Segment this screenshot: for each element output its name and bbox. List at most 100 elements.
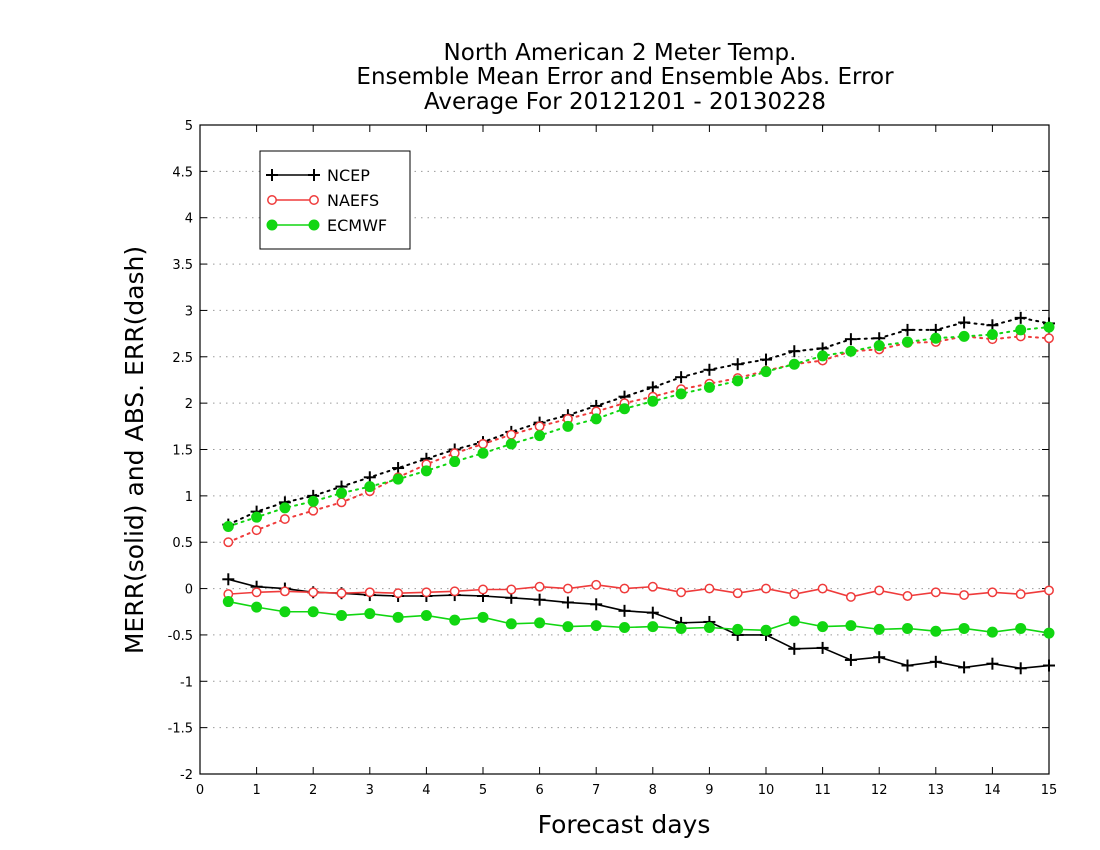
ncep-abs-err [222,311,1055,531]
naefs-merr-point [591,579,602,590]
naefs-abs-err-point [336,497,347,508]
ecmwf-abs-err-point [336,487,347,499]
y-tick-label: -1.5 [168,722,193,737]
ecmwf-merr-point [590,620,602,632]
naefs-merr-point [817,583,828,594]
ecmwf-merr-point [449,614,461,626]
y-tick-label: -1 [180,675,193,690]
naefs-abs-err-point [223,537,234,548]
ecmwf-abs-err-point [873,340,885,352]
ecmwf-merr-point [307,606,319,618]
ncep-abs-err-point [901,323,914,336]
ncep-abs-err-point [392,462,405,475]
ecmwf-merr-point [364,608,376,620]
naefs-merr-point [336,588,347,599]
ecmwf-merr-point [703,622,715,634]
ecmwf-abs-err-point [902,336,913,348]
x-axis-title: Forecast days [538,810,711,839]
legend: NCEP NAEFS ECMWF [259,150,411,250]
naefs-merr-point [930,587,941,598]
y-axis-title: MERR(solid) and ABS. ERR(dash) [120,246,149,654]
x-tick-label: 9 [705,783,713,798]
x-tick-label: 12 [871,783,888,798]
ecmwf-abs-err [222,321,1055,532]
ncep-merr-point [590,598,603,611]
legend-marker-ncep [266,169,278,181]
ncep-abs-err-point [731,358,744,371]
legend-label-naefs: NAEFS [327,191,379,210]
ncep-abs-err-point [646,381,659,394]
y-tick-label: 1.5 [172,444,193,459]
y-tick-label: 3.5 [172,258,193,273]
ecmwf-merr-point [392,611,404,623]
naefs-merr-point [478,584,488,595]
naefs-merr-point [534,581,545,592]
ecmwf-merr-point [420,609,432,621]
ecmwf-merr-point [336,609,347,621]
y-tick-label: 4.5 [172,165,193,180]
ecmwf-merr-point [760,624,772,636]
naefs-merr-point [421,587,432,598]
ecmwf-merr-point [930,625,942,637]
ecmwf-merr-point [505,618,517,630]
ecmwf-merr-point [873,623,885,635]
x-tick-label: 5 [479,783,487,798]
x-tick-label: 11 [814,783,831,798]
ecmwf-merr-point [562,621,574,633]
x-tick-label: 7 [592,783,600,798]
ncep-abs-err-point [703,363,716,376]
ecmwf-merr-point [902,622,913,634]
naefs-merr-point [987,587,998,598]
ncep-abs-err-point [788,345,801,358]
ncep-merr-point [222,573,235,586]
title-line-2: Ensemble Mean Error and Ensemble Abs. Er… [356,64,894,90]
ecmwf-abs-err-point [703,381,715,393]
naefs-merr-point [393,588,404,599]
ecmwf-merr-point [477,611,489,623]
naefs-merr-point [902,591,913,601]
naefs-merr [223,579,1054,602]
naefs-merr-point [562,583,573,594]
ecmwf-abs-err-point [817,350,829,362]
x-tick-label: 13 [928,783,945,798]
naefs-merr-point [364,587,375,598]
ecmwf-abs-err-point [845,345,857,357]
ecmwf-merr-line [228,600,1050,634]
ncep-merr-point [561,596,574,609]
naefs-merr-point [506,584,517,595]
naefs-merr-point [251,587,262,598]
naefs-abs-err-line [227,335,1050,544]
ncep-abs-err-point [760,353,772,366]
x-tick-label: 2 [309,783,317,798]
ecmwf-merr-point [534,617,546,629]
ecmwf-merr-point [675,622,687,634]
gridlines [200,170,1049,729]
ncep-merr-point [1043,659,1055,672]
naefs-abs-err-point [506,429,517,440]
ecmwf-abs-err-point [392,473,404,485]
ncep-merr-point [1014,662,1027,675]
naefs-merr-point [732,588,743,599]
ecmwf-abs-err-point [958,330,970,342]
ecmwf-merr-point [251,601,263,613]
naefs-merr-point [1015,589,1026,600]
ecmwf-merr [222,596,1055,639]
legend-item-ncep: NCEP [266,166,370,185]
y-tick-label: 0 [185,583,193,598]
ncep-merr-point [844,653,857,666]
ecmwf-abs-err-point [477,447,489,459]
title-line-3: Average For 20121201 - 20130228 [424,89,826,115]
ecmwf-merr-point [845,620,857,632]
ecmwf-abs-err-point [222,520,234,532]
naefs-abs-err-point [308,505,319,516]
ecmwf-merr-point [958,622,970,634]
legend-label-ecmwf: ECMWF [327,216,387,235]
naefs-abs-err [223,331,1054,548]
legend-marker-naefs [309,195,319,205]
naefs-merr-point [845,591,856,602]
ncep-merr-point [816,641,829,654]
naefs-merr-point [676,587,687,598]
ecmwf-abs-err-line [227,326,1050,528]
y-tick-label: 0.5 [172,536,193,551]
ecmwf-abs-err-point [505,438,517,450]
